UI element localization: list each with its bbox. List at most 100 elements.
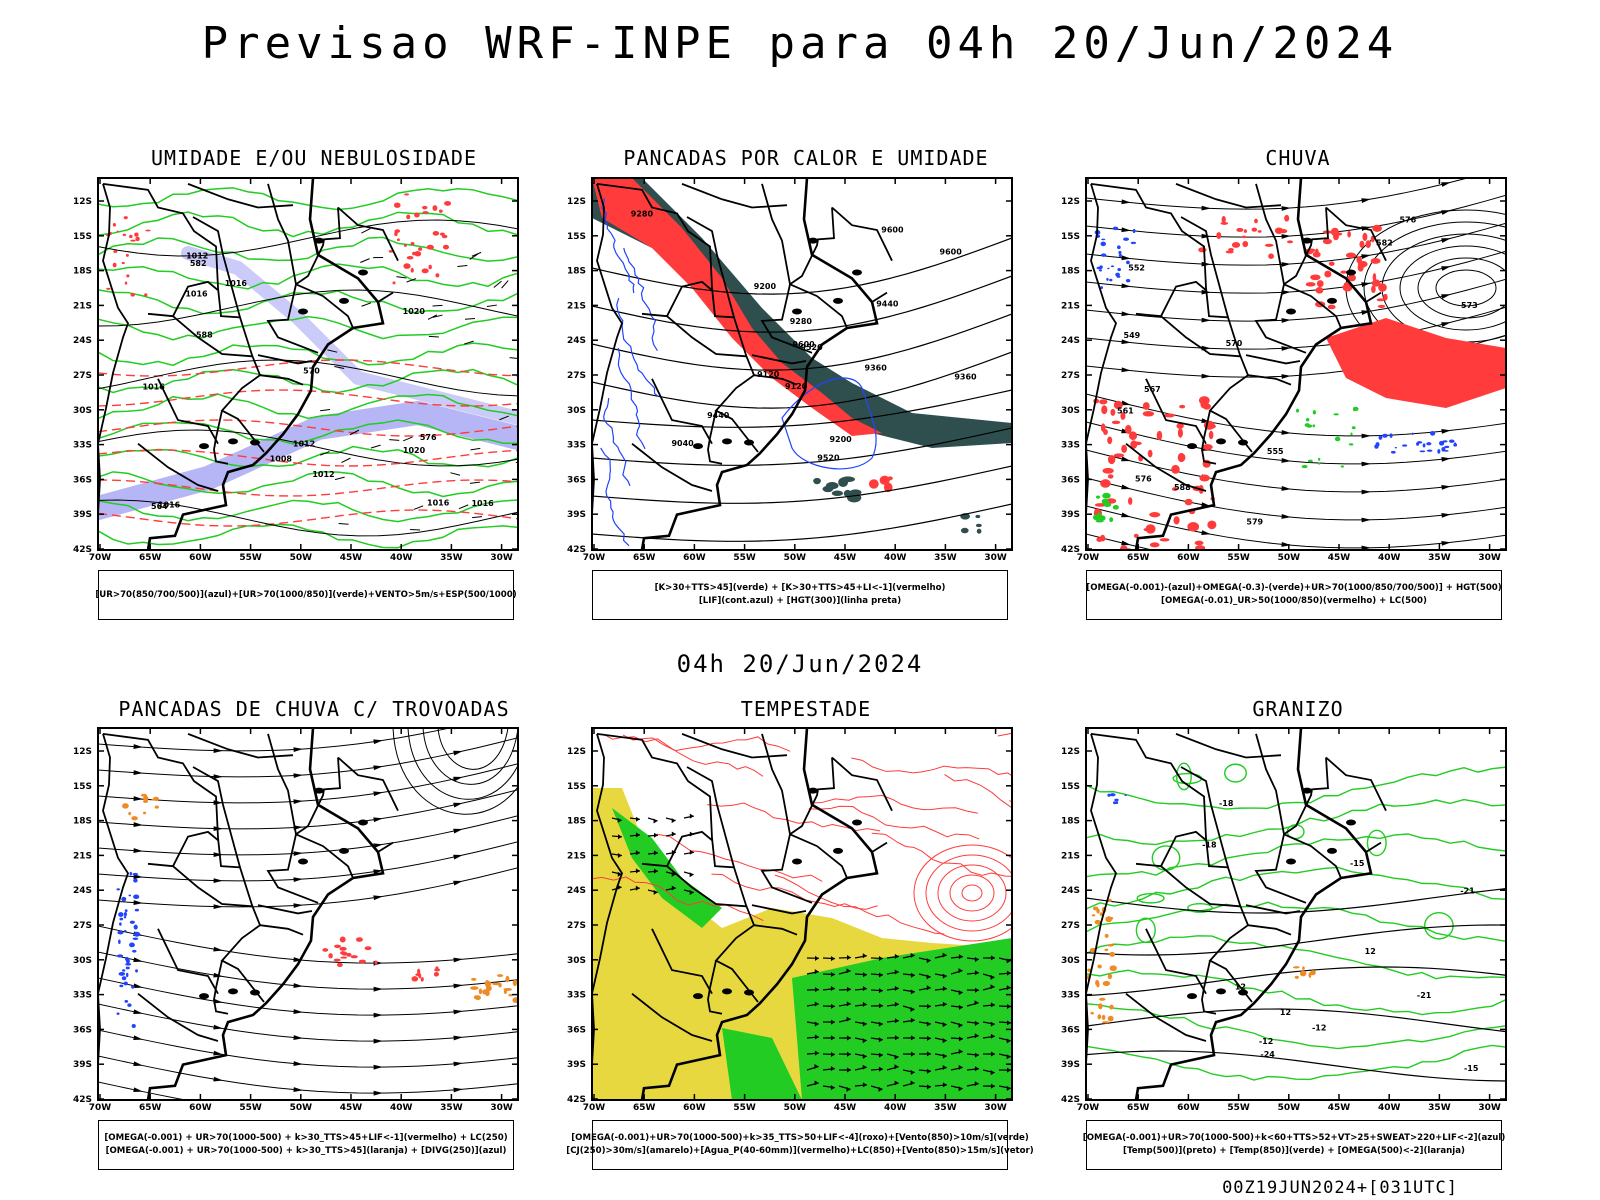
contour-label: 12 xyxy=(1365,947,1376,956)
moisture-contour xyxy=(98,315,518,341)
hail-speckle-blue xyxy=(1124,794,1127,797)
map-chuva: 588 582 576 573 570 567 561 555 552 549 579 576 12S 1… xyxy=(1061,177,1507,563)
border-line xyxy=(1203,960,1211,988)
streamline xyxy=(1086,421,1506,465)
lake xyxy=(1187,993,1197,1000)
lif-contour xyxy=(617,347,646,450)
lon-label: 50W xyxy=(784,1103,807,1113)
contour-label: -15 xyxy=(1464,1064,1479,1073)
border-line xyxy=(1175,733,1282,759)
lake xyxy=(744,989,754,996)
streamline-arrow xyxy=(133,822,143,827)
lon-label: 40W xyxy=(884,553,907,563)
border-line xyxy=(266,183,319,354)
rain-speckle-blue xyxy=(1118,250,1122,255)
lon-label: 45W xyxy=(834,1103,857,1113)
temp850-contour xyxy=(1086,798,1506,846)
omega-speckle-orange xyxy=(1102,1021,1110,1024)
wind-vector xyxy=(361,228,371,234)
thunder-speckle-orange xyxy=(153,796,159,801)
wind-vector-head xyxy=(878,988,883,994)
map-frame xyxy=(97,177,519,551)
streamline-arrow xyxy=(453,1035,463,1041)
contour-label: 564 xyxy=(151,502,168,511)
rain-speckle-green xyxy=(1109,517,1114,523)
wind-vector-head xyxy=(846,955,851,961)
streamline-arrow xyxy=(1201,261,1211,267)
map-frame xyxy=(97,727,519,1101)
contour-label: 576 xyxy=(420,433,437,442)
streamline-arrow xyxy=(293,1113,303,1118)
thunder-speckle-red xyxy=(346,952,352,957)
rain-speckle xyxy=(1225,250,1234,254)
thickness-speckle xyxy=(444,200,452,206)
border-line xyxy=(172,830,219,867)
streamline xyxy=(407,728,518,800)
contour-label: 9520 xyxy=(800,343,823,352)
lake xyxy=(1327,297,1337,304)
rain-speckle-blue xyxy=(1448,439,1455,443)
lon-label: 70W xyxy=(89,553,112,563)
moisture-contour xyxy=(98,368,518,394)
temp850-contour xyxy=(1086,1044,1506,1081)
streamline xyxy=(422,728,518,785)
border-line xyxy=(98,733,129,1068)
lake xyxy=(314,237,324,244)
rain-speckle-green xyxy=(1101,498,1109,505)
wind-vector xyxy=(428,335,439,338)
lon-label: 70W xyxy=(583,1103,606,1113)
wind-vector-head xyxy=(846,1067,851,1073)
streamline xyxy=(98,925,518,964)
rain-speckle-green xyxy=(1351,426,1356,430)
streamline-arrow xyxy=(1281,318,1291,323)
rain-speckle xyxy=(1127,497,1133,505)
lon-label: 45W xyxy=(340,553,363,563)
rain-speckle xyxy=(1179,404,1186,409)
streamline-arrow xyxy=(213,1076,223,1082)
wind-vector-head xyxy=(814,1034,819,1040)
lat-label: 42S xyxy=(567,545,586,555)
map-granizo: -12-15-18-21-24-12-15-18-2112121212S15S1… xyxy=(1061,727,1507,1113)
rain-speckle-green xyxy=(1317,462,1321,465)
border-line xyxy=(681,733,788,759)
thickness-speckle xyxy=(129,234,133,239)
streamline-arrow xyxy=(453,957,463,963)
lat-label: 15S xyxy=(73,782,92,792)
wind-vector-head xyxy=(958,954,963,960)
lake xyxy=(1302,237,1312,244)
streamline-arrow xyxy=(373,869,383,875)
legend-line: [UR>70(850/700/500)](azul)+[UR>70(1000/8… xyxy=(95,589,517,600)
divergence-speckle xyxy=(129,871,133,876)
contour-label: 570 xyxy=(1226,339,1243,348)
wind-vector xyxy=(341,457,351,464)
lake xyxy=(693,993,703,1000)
lat-label: 36S xyxy=(567,475,586,485)
hail-speckle-blue xyxy=(1107,793,1111,797)
streamline-arrow xyxy=(453,1087,463,1093)
thickness-speckle xyxy=(126,274,130,278)
wind-vector-head xyxy=(1006,1038,1011,1044)
wind-vector xyxy=(493,280,502,288)
rain-speckle xyxy=(1207,520,1217,530)
wind-vector xyxy=(334,476,345,481)
streamline xyxy=(392,728,518,815)
map-frame xyxy=(591,727,1013,1101)
divergence-speckle xyxy=(131,985,135,989)
moisture-contour xyxy=(98,471,518,498)
thunder-speckle-orange xyxy=(154,805,159,809)
thunder-speckle-orange xyxy=(485,980,492,987)
lon-label: 40W xyxy=(884,1103,907,1113)
rain-speckle xyxy=(1343,282,1350,286)
contour-label: -15 xyxy=(1350,859,1365,868)
hgt300-contour xyxy=(592,503,1012,542)
thickness-speckle xyxy=(112,223,116,227)
wind-vector-head xyxy=(878,972,883,978)
streamline xyxy=(1086,178,1470,210)
border-line xyxy=(686,216,735,318)
border-line xyxy=(1247,924,1292,936)
streamline-arrow xyxy=(133,1009,143,1015)
lake xyxy=(199,993,209,1000)
rain-speckle-blue xyxy=(1402,444,1408,447)
streamline xyxy=(1086,393,1506,437)
